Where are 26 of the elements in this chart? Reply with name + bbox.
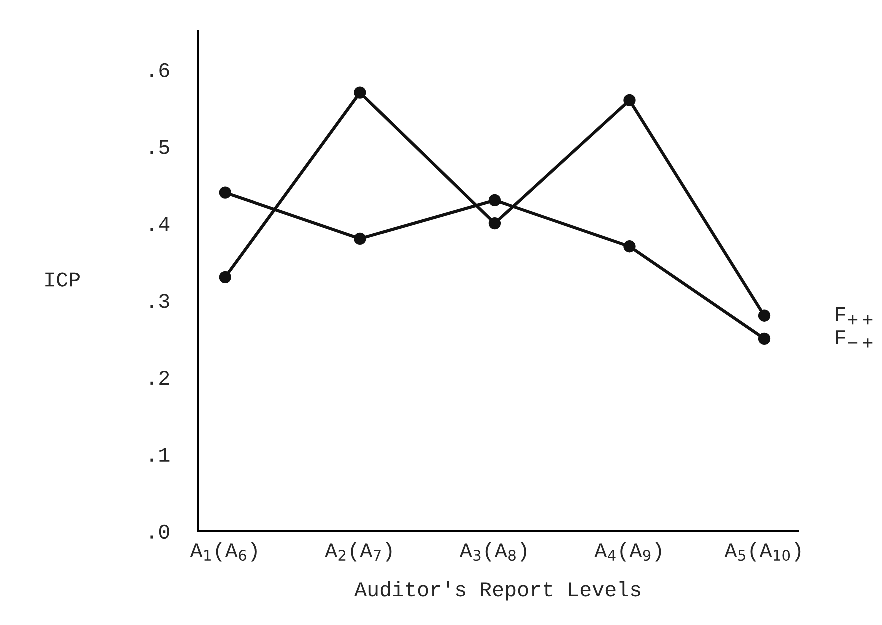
point: [758, 332, 771, 346]
y-tick-label: .4: [150, 217, 170, 232]
y-tick-label: .3: [150, 294, 170, 308]
point: [354, 86, 366, 99]
point: [624, 240, 636, 253]
point: [219, 271, 232, 284]
point: [758, 310, 771, 322]
x-tick-label: A$_{1}$(A$_{6}$): [190, 542, 257, 562]
point: [219, 186, 232, 199]
y-tick-label: .6: [150, 63, 170, 78]
point: [624, 94, 636, 107]
y-tick-label: .0: [150, 524, 170, 540]
x-tick-label: A$_{4}$(A$_{9}$): [594, 542, 662, 562]
point: [354, 232, 366, 246]
y-tick-label: .1: [150, 448, 170, 462]
x-axis-title: Auditor's Report Levels: [354, 581, 640, 601]
y-axis-title: ICP: [46, 272, 80, 287]
x-tick-label: A$_{3}$(A$_{8}$): [460, 542, 526, 562]
point: [488, 217, 502, 230]
x-tick-label: A$_{5}$(A$_{10}$): [724, 542, 801, 562]
point: [488, 194, 502, 207]
y-tick-label: .5: [150, 140, 170, 154]
text: F$_{++}$: [836, 308, 873, 325]
y-tick-label: .2: [150, 371, 170, 385]
text: F$_{−+}$: [836, 330, 873, 348]
x-tick-label: A$_{2}$(A$_{7}$): [325, 542, 392, 562]
